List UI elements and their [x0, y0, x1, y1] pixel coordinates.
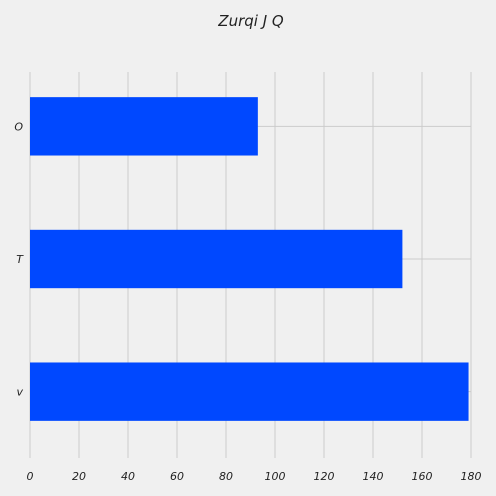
bar-T: [30, 229, 403, 289]
x-tick-label: 80: [219, 470, 233, 483]
x-tick-label: 120: [314, 470, 335, 483]
x-tick-label: 140: [363, 470, 384, 483]
x-tick-label: 40: [121, 470, 135, 483]
x-tick-label: 20: [72, 470, 86, 483]
y-category-label: O: [14, 120, 23, 133]
x-tick-label: 0: [27, 470, 34, 483]
bar-O: [30, 97, 258, 156]
x-axis-ticks: 0 20 40 60 80 100 120 140 160 180: [27, 470, 482, 483]
y-category-label: T: [16, 253, 24, 266]
x-tick-label: 160: [412, 470, 433, 483]
x-tick-label: 60: [170, 470, 184, 483]
x-tick-label: 180: [461, 470, 482, 483]
chart-title: Zurqi J Q: [217, 12, 284, 30]
bar-v: [30, 362, 469, 421]
bars: [30, 97, 469, 421]
x-tick-label: 100: [265, 470, 286, 483]
y-axis-ticks: O Tv: [14, 120, 24, 398]
y-category-label: v: [16, 386, 23, 399]
